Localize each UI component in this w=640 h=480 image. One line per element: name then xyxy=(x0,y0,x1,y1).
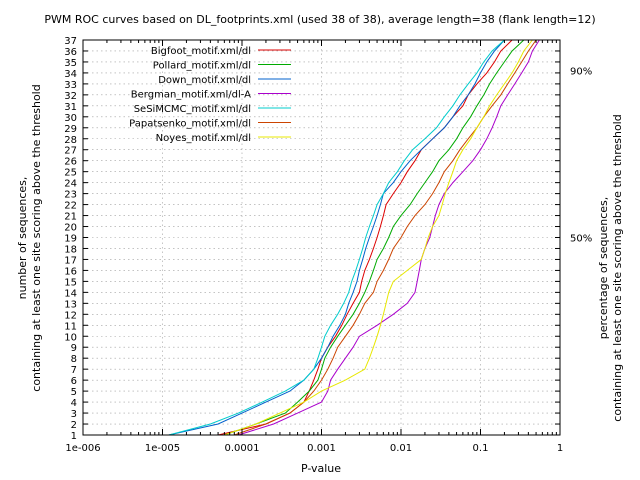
y-tick-label: 2 xyxy=(71,420,77,431)
y-tick-label: 10 xyxy=(64,332,77,343)
y-tick-label: 29 xyxy=(64,124,77,135)
x-tick-label: 1e-005 xyxy=(145,443,180,454)
y-tick-label: 12 xyxy=(64,310,77,321)
x-tick-label: 1 xyxy=(557,443,563,454)
legend: Bigfoot_motif.xml/dl Pollard_motif.xml/dl… xyxy=(129,46,291,144)
y-tick-label: 31 xyxy=(64,102,77,113)
y-tick-label: 11 xyxy=(64,321,77,332)
series-line xyxy=(83,39,560,436)
x-tick-label: 0.01 xyxy=(390,443,412,454)
y-tick-label: 34 xyxy=(64,69,77,80)
y-tick-label: 22 xyxy=(64,201,77,212)
y-axis-label: number of sequences, containing at least… xyxy=(16,84,43,391)
y-tick-label: 19 xyxy=(64,234,77,245)
y-tick-label: 5 xyxy=(71,387,77,398)
y2-tick-label: 90% xyxy=(570,67,592,78)
y2-tick-label: 50% xyxy=(570,234,592,245)
y-tick-label: 35 xyxy=(64,58,77,69)
legend-label: Pollard_motif.xml/dl xyxy=(153,61,251,72)
series-line xyxy=(83,39,560,436)
y-axis-label-line2: containing at least one site scoring abo… xyxy=(30,84,43,391)
legend-label: SeSiMCMC_motif.xml/dl xyxy=(134,104,251,115)
y-tick-label: 9 xyxy=(71,343,77,354)
y-tick-label: 23 xyxy=(64,190,77,201)
series-line xyxy=(83,39,560,436)
y-axis-label-line1: number of sequences, xyxy=(16,177,29,300)
y-tick-label: 26 xyxy=(64,157,77,168)
series-line xyxy=(83,39,560,436)
y-tick-label: 15 xyxy=(64,277,77,288)
y-tick-label: 3 xyxy=(71,409,77,420)
y-tick-label: 8 xyxy=(71,354,77,365)
y2-axis-label: percentage of sequences, containing at l… xyxy=(597,114,624,421)
legend-label: Bergman_motif.xml/dl-A xyxy=(131,90,251,101)
y-tick-label: 27 xyxy=(64,146,77,157)
legend-label: Bigfoot_motif.xml/dl xyxy=(151,46,251,57)
x-axis-label: P-value xyxy=(301,462,341,475)
y-tick-label: 28 xyxy=(64,135,77,146)
y2-axis-label-line1: percentage of sequences, xyxy=(597,197,610,339)
y-tick-label: 13 xyxy=(64,299,77,310)
legend-label: Papatsenko_motif.xml/dl xyxy=(129,119,251,130)
axis-ticks: 1234567891011121314151617181920212223242… xyxy=(64,36,592,454)
x-tick-label: 0.001 xyxy=(307,443,336,454)
y-tick-label: 30 xyxy=(64,113,77,124)
y-tick-label: 36 xyxy=(64,47,77,58)
series-line xyxy=(83,39,560,436)
y-tick-label: 17 xyxy=(64,255,77,266)
y-tick-label: 24 xyxy=(64,179,77,190)
series-line xyxy=(83,39,560,436)
y-tick-label: 20 xyxy=(64,223,77,234)
chart-title: PWM ROC curves based on DL_footprints.xm… xyxy=(44,13,595,26)
y-tick-label: 21 xyxy=(64,212,77,223)
y-tick-label: 1 xyxy=(71,431,77,442)
y-tick-label: 6 xyxy=(71,376,77,387)
y-tick-label: 33 xyxy=(64,80,77,91)
y-tick-label: 37 xyxy=(64,36,77,47)
y-tick-label: 18 xyxy=(64,244,77,255)
x-tick-label: 0.0001 xyxy=(225,443,260,454)
y-tick-label: 25 xyxy=(64,168,77,179)
legend-label: Down_motif.xml/dl xyxy=(158,75,251,86)
y-tick-label: 7 xyxy=(71,365,77,376)
x-tick-label: 0.1 xyxy=(473,443,489,454)
y2-axis-label-line2: containing at least one site scoring abo… xyxy=(611,114,624,421)
x-tick-label: 1e-006 xyxy=(65,443,100,454)
y-tick-label: 16 xyxy=(64,266,77,277)
series-lines xyxy=(83,39,560,436)
y-tick-label: 4 xyxy=(71,398,77,409)
legend-label: Noyes_motif.xml/dl xyxy=(156,133,251,144)
y-tick-label: 14 xyxy=(64,288,77,299)
y-tick-label: 32 xyxy=(64,91,77,102)
